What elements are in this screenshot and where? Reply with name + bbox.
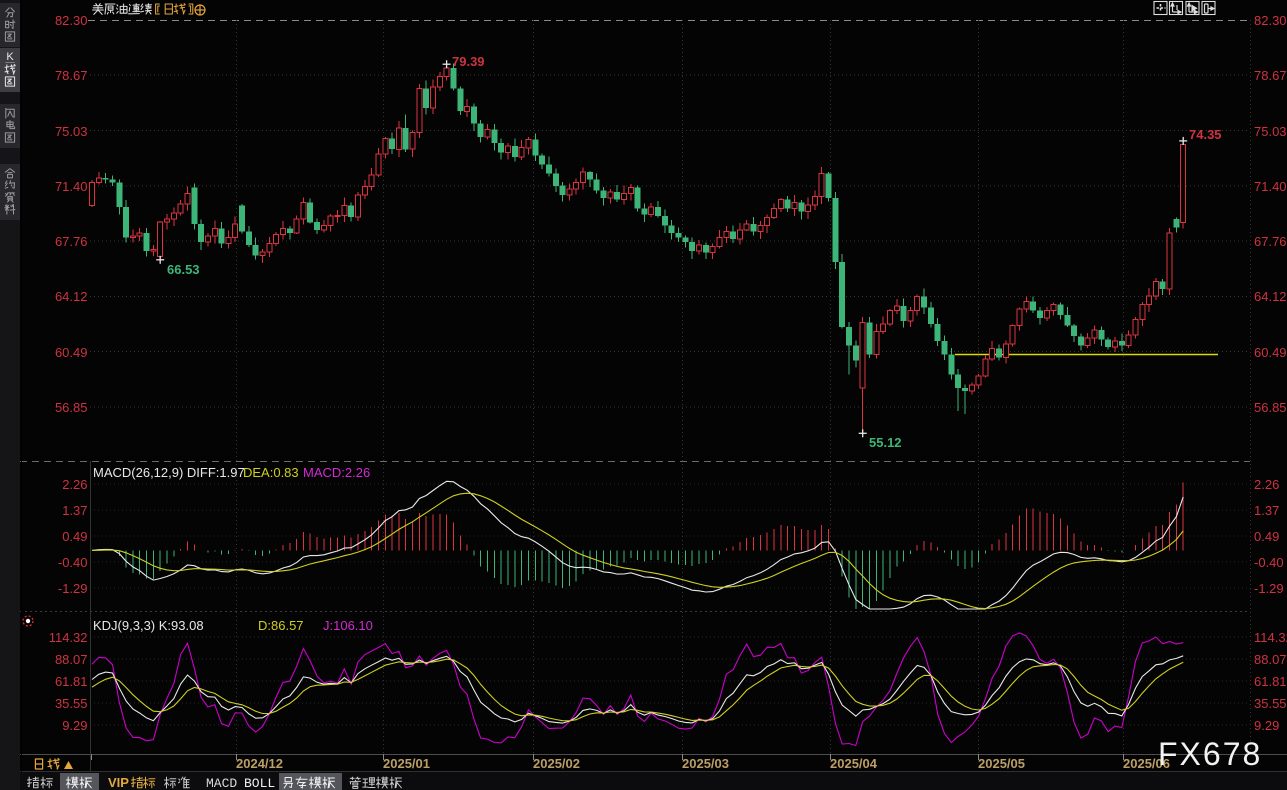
svg-text:2025/04: 2025/04 bbox=[830, 756, 878, 771]
svg-text:MACD: MACD bbox=[206, 776, 237, 790]
svg-text:1.37: 1.37 bbox=[1254, 503, 1279, 518]
svg-text:BOLL: BOLL bbox=[244, 776, 275, 790]
svg-text:71.40: 71.40 bbox=[55, 179, 88, 194]
svg-text:9.29: 9.29 bbox=[1254, 718, 1279, 733]
svg-text:114.32: 114.32 bbox=[1254, 630, 1287, 645]
svg-text:2025/06: 2025/06 bbox=[1123, 756, 1170, 771]
svg-text:FX678: FX678 bbox=[1158, 736, 1262, 772]
svg-text:55.12: 55.12 bbox=[869, 435, 902, 450]
svg-text:61.81: 61.81 bbox=[55, 674, 88, 689]
svg-text:2024/12: 2024/12 bbox=[236, 756, 283, 771]
svg-text:MACD(26,12,9) DIFF:1.97: MACD(26,12,9) DIFF:1.97 bbox=[93, 465, 245, 480]
svg-text:75.03: 75.03 bbox=[55, 124, 88, 139]
svg-text:35.55: 35.55 bbox=[1254, 696, 1287, 711]
svg-text:2.26: 2.26 bbox=[1254, 477, 1279, 492]
svg-text:60.49: 60.49 bbox=[1254, 345, 1287, 360]
svg-text:VIP: VIP bbox=[108, 775, 129, 790]
svg-text:64.12: 64.12 bbox=[1254, 289, 1287, 304]
svg-text:0.49: 0.49 bbox=[1254, 529, 1279, 544]
svg-text:114.32: 114.32 bbox=[49, 630, 88, 645]
svg-text:71.40: 71.40 bbox=[1254, 179, 1287, 194]
svg-text:2025/01: 2025/01 bbox=[383, 756, 430, 771]
svg-text:66.53: 66.53 bbox=[167, 262, 200, 277]
svg-text:56.85: 56.85 bbox=[55, 400, 88, 415]
svg-text:79.39: 79.39 bbox=[452, 54, 485, 69]
svg-text:2025/03: 2025/03 bbox=[682, 756, 729, 771]
svg-text:74.35: 74.35 bbox=[1189, 127, 1222, 142]
svg-text:-0.40: -0.40 bbox=[1254, 555, 1284, 570]
svg-text:60.49: 60.49 bbox=[55, 345, 88, 360]
svg-text:64.12: 64.12 bbox=[55, 289, 88, 304]
svg-text:78.67: 78.67 bbox=[55, 68, 88, 83]
svg-text:75.03: 75.03 bbox=[1254, 124, 1287, 139]
svg-text:-1.29: -1.29 bbox=[1254, 581, 1284, 596]
svg-text:35.55: 35.55 bbox=[55, 696, 88, 711]
svg-text:D:86.57: D:86.57 bbox=[258, 618, 304, 633]
svg-text:MACD:2.26: MACD:2.26 bbox=[303, 465, 370, 480]
svg-text:67.76: 67.76 bbox=[55, 234, 88, 249]
svg-text:61.81: 61.81 bbox=[1254, 674, 1287, 689]
svg-text:K: K bbox=[6, 51, 14, 63]
svg-text:-1.29: -1.29 bbox=[58, 581, 88, 596]
svg-text:88.07: 88.07 bbox=[1254, 652, 1287, 667]
svg-text:0.49: 0.49 bbox=[62, 529, 87, 544]
svg-text:78.67: 78.67 bbox=[1254, 68, 1287, 83]
svg-text:J:106.10: J:106.10 bbox=[323, 618, 373, 633]
svg-text:67.76: 67.76 bbox=[1254, 234, 1287, 249]
svg-text:2025/02: 2025/02 bbox=[533, 756, 580, 771]
svg-text:9.29: 9.29 bbox=[62, 718, 87, 733]
svg-text:82.30: 82.30 bbox=[1254, 13, 1287, 28]
svg-text:82.30: 82.30 bbox=[55, 13, 88, 28]
svg-text:2.26: 2.26 bbox=[62, 477, 87, 492]
svg-text:DEA:0.83: DEA:0.83 bbox=[243, 465, 299, 480]
svg-text:56.85: 56.85 bbox=[1254, 400, 1287, 415]
svg-text:2025/05: 2025/05 bbox=[978, 756, 1025, 771]
svg-text:-0.40: -0.40 bbox=[58, 555, 88, 570]
svg-text:KDJ(9,3,3) K:93.08: KDJ(9,3,3) K:93.08 bbox=[93, 618, 204, 633]
svg-text:88.07: 88.07 bbox=[55, 652, 88, 667]
svg-text:1.37: 1.37 bbox=[62, 503, 87, 518]
